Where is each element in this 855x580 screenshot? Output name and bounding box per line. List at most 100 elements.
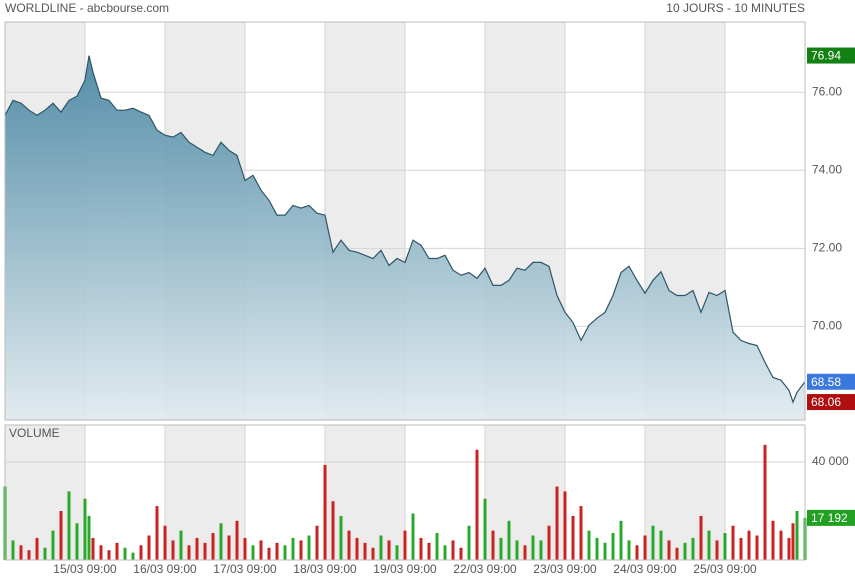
volume-bar	[699, 515, 703, 560]
volume-bar	[235, 520, 239, 560]
value-marker-label: 76.94	[811, 49, 841, 63]
volume-bar	[707, 530, 711, 560]
volume-bar	[651, 525, 655, 560]
volume-bar	[115, 542, 119, 560]
volume-bar	[771, 520, 775, 560]
volume-title: VOLUME	[9, 426, 60, 440]
volume-bar	[731, 525, 735, 560]
volume-bar	[779, 530, 783, 560]
value-marker	[807, 509, 855, 526]
volume-bar	[331, 501, 335, 560]
volume-bar	[155, 506, 159, 560]
value-marker	[807, 394, 855, 411]
volume-bar	[579, 506, 583, 560]
volume-bar	[571, 515, 575, 560]
volume-bar	[299, 540, 303, 560]
x-tick-label: 17/03 09:00	[213, 562, 277, 576]
volume-bar	[763, 444, 767, 560]
volume-bar	[499, 537, 503, 560]
volume-bar	[547, 525, 551, 560]
value-marker-label: 68.06	[811, 395, 841, 409]
volume-bar	[523, 545, 527, 560]
volume-bar	[563, 491, 567, 560]
volume-bar	[531, 535, 535, 560]
value-marker	[807, 47, 855, 64]
volume-bar	[107, 550, 111, 560]
volume-bar	[363, 542, 367, 560]
volume-bar	[435, 533, 439, 560]
volume-bar	[675, 547, 679, 560]
volume-bar	[83, 498, 87, 560]
volume-bar	[691, 537, 695, 560]
volume-bar	[555, 486, 559, 560]
volume-bar	[179, 530, 183, 560]
day-shade	[485, 425, 565, 560]
volume-bar	[643, 535, 647, 560]
volume-bar	[67, 491, 71, 560]
volume-bar	[475, 449, 479, 560]
volume-bar	[275, 542, 279, 560]
volume-bar	[27, 550, 31, 560]
volume-bar	[587, 530, 591, 560]
volume-bar	[491, 530, 495, 560]
day-shade	[5, 425, 85, 560]
volume-bar	[451, 540, 455, 560]
volume-bar	[147, 535, 151, 560]
volume-bar	[131, 552, 135, 560]
volume-bar	[251, 545, 255, 560]
volume-bar	[211, 533, 215, 560]
volume-bar	[19, 545, 23, 560]
volume-bar	[419, 537, 423, 560]
volume-bar	[595, 537, 599, 560]
volume-bar	[163, 525, 167, 560]
volume-bar	[627, 540, 631, 560]
value-marker-label: 68.58	[811, 375, 841, 389]
volume-bar	[283, 545, 287, 560]
value-marker	[807, 373, 855, 390]
x-tick-label: 24/03 09:00	[613, 562, 677, 576]
volume-bar	[619, 520, 623, 560]
volume-bar	[395, 545, 399, 560]
volume-bar	[243, 537, 247, 560]
volume-bar	[11, 540, 15, 560]
y-tick-label: 74.00	[812, 162, 842, 176]
volume-bar	[75, 523, 79, 560]
volume-bar	[443, 545, 447, 560]
volume-bar	[227, 535, 231, 560]
volume-bar	[291, 537, 295, 560]
volume-bar	[459, 547, 463, 560]
volume-bar	[427, 542, 431, 560]
volume-bar	[87, 515, 91, 560]
day-shade	[165, 425, 245, 560]
x-tick-label: 22/03 09:00	[453, 562, 517, 576]
volume-bar	[755, 535, 759, 560]
volume-bar	[91, 537, 95, 560]
volume-bar	[203, 542, 207, 560]
panel-border	[4, 21, 806, 421]
volume-bar	[51, 530, 55, 560]
volume-bar	[387, 540, 391, 560]
volume-bar	[347, 530, 351, 560]
volume-bar	[219, 523, 223, 560]
x-tick-label: 15/03 09:00	[53, 562, 117, 576]
volume-bar	[139, 545, 143, 560]
volume-bar	[259, 540, 263, 560]
volume-bar	[467, 525, 471, 560]
volume-bar	[715, 540, 719, 560]
volume-bar	[59, 510, 63, 560]
x-tick-label: 23/03 09:00	[533, 562, 597, 576]
volume-bar	[603, 542, 607, 560]
x-tick-label: 16/03 09:00	[133, 562, 197, 576]
chart-title: WORLDLINE - abcbourse.com	[5, 1, 169, 15]
volume-bar	[683, 542, 687, 560]
volume-bar	[611, 533, 615, 560]
volume-bar	[791, 523, 795, 560]
panel-border	[4, 424, 806, 561]
volume-bar	[507, 520, 511, 560]
volume-bar	[315, 525, 319, 560]
volume-bar	[171, 540, 175, 560]
x-tick-label: 19/03 09:00	[373, 562, 437, 576]
value-marker-label: 17 192	[811, 511, 848, 525]
